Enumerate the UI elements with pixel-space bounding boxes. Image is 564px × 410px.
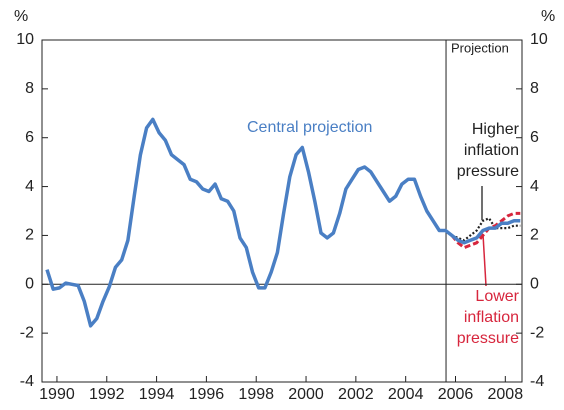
y-unit-right: %	[541, 8, 555, 25]
x-tick-label: 1998	[238, 386, 274, 403]
y-tick-label: -4	[20, 373, 34, 390]
y-tick-label: 0	[25, 276, 34, 293]
series-line	[450, 211, 521, 250]
y-tick-label: -2	[20, 324, 34, 341]
x-tick-label: 2004	[388, 386, 424, 403]
pointer-lower	[482, 233, 487, 287]
y2-tick-label: 0	[530, 276, 539, 293]
x-tick-label: 1990	[39, 386, 75, 403]
annotation: Lower	[475, 288, 519, 305]
x-tick-label: 1996	[189, 386, 225, 403]
annotation: Higher	[472, 121, 520, 138]
plot-frame	[41, 39, 523, 383]
x-tick-label: 2006	[438, 386, 474, 403]
y2-tick-label: 6	[530, 129, 539, 146]
annotation: Central projection	[247, 119, 372, 136]
annotation: inflation	[464, 142, 519, 159]
y2-tick-label: 10	[530, 31, 548, 48]
series-line	[45, 117, 521, 328]
x-tick-label: 1992	[89, 386, 125, 403]
y-tick-label: 2	[25, 227, 34, 244]
projection-label: Projection	[451, 40, 509, 55]
y2-tick-label: -4	[530, 373, 544, 390]
y-tick-label: 8	[25, 80, 34, 97]
x-tick-label: 2002	[338, 386, 374, 403]
annotation: pressure	[457, 330, 519, 347]
x-tick-label: 1994	[139, 386, 175, 403]
y2-tick-label: 4	[530, 178, 539, 195]
y-tick-label: 6	[25, 129, 34, 146]
y-tick-label: 4	[25, 178, 34, 195]
y-tick-label: 10	[16, 31, 34, 48]
x-tick-label: 2000	[288, 386, 324, 403]
annotation: inflation	[464, 309, 519, 326]
y2-tick-label: 2	[530, 227, 539, 244]
y-unit-left: %	[14, 8, 28, 25]
y2-tick-label: 8	[530, 80, 539, 97]
annotation: pressure	[457, 163, 519, 180]
x-tick-label: 2008	[488, 386, 524, 403]
series-line	[451, 217, 521, 242]
y2-tick-label: -2	[530, 324, 544, 341]
